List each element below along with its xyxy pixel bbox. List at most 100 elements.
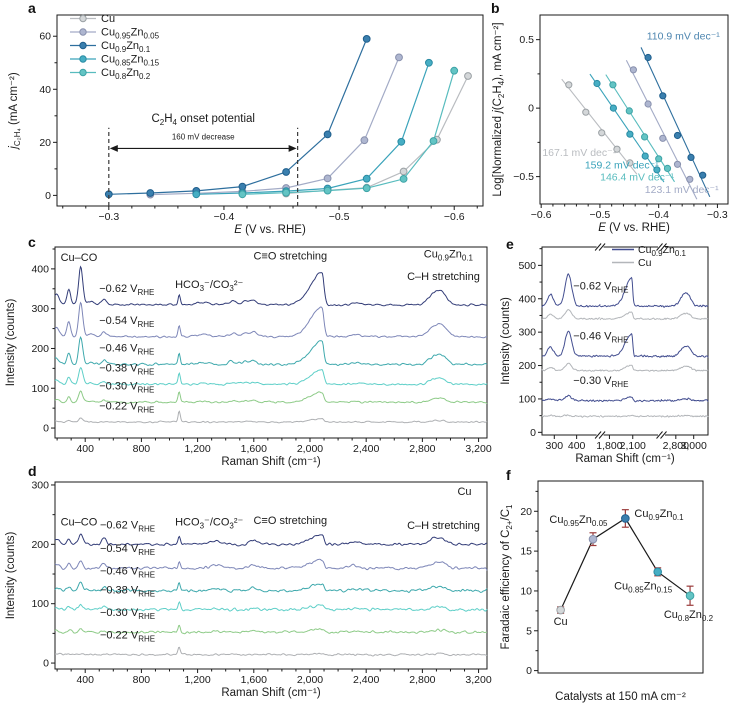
legend-label: Cu <box>638 257 652 269</box>
x-tick-label: 400 <box>568 440 586 452</box>
y-tick-label: 0 <box>530 427 536 439</box>
peak-annotation: Cu <box>457 486 471 498</box>
peak-annotation: HCO3⁻/CO3²⁻ <box>175 516 243 530</box>
axes-c <box>51 246 488 442</box>
onset-text-line2: 160 mV decrease <box>172 132 235 141</box>
tafel-slope-label: 159.2 mV dec⁻¹ <box>585 159 659 171</box>
trace-potential-label: −0.30 VRHE <box>99 380 154 394</box>
legend-label: Cu0.8Zn0.2 <box>101 67 151 81</box>
y-tick-label: 0 <box>45 190 51 202</box>
tafel-slope-label: 146.4 mV dec⁻¹ <box>600 172 674 184</box>
x-axis-label: Catalysts at 150 mA cm⁻² <box>555 691 686 703</box>
spectrum-trace-gray <box>541 362 601 372</box>
spectrum-trace-navy <box>541 394 601 403</box>
peak-annotation: Cu–CO <box>61 516 98 528</box>
panel-letter-c: c <box>28 234 36 250</box>
spectrum-trace <box>54 301 487 339</box>
trace-potential-label: −0.54 VRHE <box>99 315 154 329</box>
y-tick-label: 500 <box>518 260 536 272</box>
panel-letter-a: a <box>28 0 36 16</box>
trace-potential-label: −0.46 VRHE <box>100 566 155 580</box>
y-axis-label: Intensity (counts) <box>500 297 512 385</box>
panel-letter-d: d <box>28 463 37 479</box>
legend-label: Cu0.95Zn0.05 <box>101 27 160 41</box>
spectrum-trace-gray <box>599 311 662 321</box>
x-tick-label: −0.3 <box>707 209 728 221</box>
x-axis-label: Raman Shift (cm⁻¹) <box>575 453 675 465</box>
x-tick-label: 2,400 <box>353 443 379 455</box>
y-axis-label: Log[Normalized j(C2H4), mA cm⁻²] <box>492 22 506 196</box>
spectrum-trace-navy <box>599 332 662 358</box>
panel-d-chart: 400 800 1,200 1,600 2,000 2,400 2,800 3,200 0 100… <box>5 479 492 699</box>
point-label: Cu <box>554 616 568 628</box>
y-tick-label: −0.5 <box>513 171 534 183</box>
spectrum-trace-navy <box>661 292 709 308</box>
spectrum-trace <box>54 600 488 612</box>
legend-label: Cu0.85Zn0.15 <box>101 54 160 68</box>
y-tick-label: 0 <box>528 103 534 115</box>
x-tick-label: 1,600 <box>241 674 267 686</box>
onset-annotation: C2H4 onset potential 160 mV decrease <box>108 113 299 206</box>
spectrum-trace <box>54 390 488 404</box>
peak-annotation: Cu0.9Zn0.1 <box>424 249 474 263</box>
spectrum-trace-navy <box>541 330 601 358</box>
axes-a <box>53 14 484 210</box>
y-tick-label: 400 <box>31 263 49 275</box>
x-tick-label: 3,200 <box>465 443 491 455</box>
axes-f <box>534 480 704 674</box>
y-tick-label: 60 <box>39 31 51 43</box>
y-tick-label: 100 <box>31 383 49 395</box>
panel-f: f 0 5 10 15 20 Catalysts at 150 mA cm⁻² Farada… <box>500 463 746 710</box>
tafel-series-Cu <box>561 78 638 175</box>
y-tick-label: 10 <box>520 585 532 597</box>
y-axis-label: jC₂H₄ (mA cm⁻²) <box>8 72 22 151</box>
y-tick-label: 0 <box>43 423 49 435</box>
trace-potential-label: −0.30 VRHE <box>100 607 155 621</box>
x-tick-label: −0.6 <box>444 211 465 223</box>
y-tick-label: 300 <box>518 327 536 339</box>
y-tick-label: 300 <box>31 303 49 315</box>
point-label: Cu0.9Zn0.1 <box>634 508 684 522</box>
spectrum-trace-navy <box>661 397 709 402</box>
x-tick-label: 1,200 <box>184 443 210 455</box>
x-tick-label: −0.3 <box>98 211 119 223</box>
legend-label: Cu0.9Zn0.1 <box>638 244 687 258</box>
x-tick-label: −0.5 <box>590 209 611 221</box>
spectrum-trace-gray <box>599 364 662 372</box>
spectrum-trace <box>54 581 488 594</box>
axes-e <box>538 246 709 436</box>
panel-letter-f: f <box>506 467 511 483</box>
trace-potential-label: −0.62 VRHE <box>100 519 155 533</box>
y-axis-label: Intensity (counts) <box>5 299 17 387</box>
data-point-Cu0.9Zn0.1 <box>621 514 630 523</box>
x-tick-label: 1,600 <box>241 443 267 455</box>
tafel-slope-label: 123.1 mV dec⁻¹ <box>645 184 719 196</box>
trace-potential-label: −0.62 VRHE <box>573 280 628 294</box>
y-tick-label: 0.5 <box>519 34 534 46</box>
y-tick-label: 400 <box>518 293 536 305</box>
broken-x-axis <box>553 435 695 439</box>
legend: Cu0.9Zn0.1Cu <box>612 244 687 269</box>
x-tick-label: 800 <box>133 443 151 455</box>
x-axis-label: E (V vs. RHE) <box>234 224 306 236</box>
spectrum-trace <box>54 367 488 386</box>
x-tick-label: 2,800 <box>409 443 435 455</box>
data-point-Cu <box>556 605 565 615</box>
peak-annotation: C≡O stretching <box>253 515 327 527</box>
tafel-series-Cu0.85Zn0.15 <box>589 73 665 183</box>
panel-b-chart: −0.6 −0.5 −0.4 −0.30.50−0.5E (V vs. RHE)Log… <box>492 14 729 234</box>
spectrum-trace-gray <box>599 414 662 418</box>
x-tick-label: 1,800 <box>596 440 622 452</box>
panel-e: e 0 100 200 300 400 500 Raman Shift (cm⁻¹) Inte… <box>500 232 746 467</box>
panel-letter-e: e <box>506 236 514 252</box>
panel-f-chart: 0 5 10 15 20 Catalysts at 150 mA cm⁻² Faradaic… <box>500 480 714 703</box>
tafel-series-Cu0.9Zn0.1 <box>640 47 711 198</box>
trace-potential-label: −0.22 VRHE <box>99 400 154 414</box>
legend-label: Cu <box>101 13 115 25</box>
x-tick-label: 400 <box>76 443 94 455</box>
peak-annotation: C≡O stretching <box>253 250 327 262</box>
panel-e-chart: 0 100 200 300 400 500 Raman Shift (cm⁻¹) Intens… <box>500 243 709 465</box>
trace-potential-label: −0.38 VRHE <box>99 363 154 377</box>
y-tick-label: 20 <box>39 137 51 149</box>
x-tick-label: 2,000 <box>297 674 323 686</box>
